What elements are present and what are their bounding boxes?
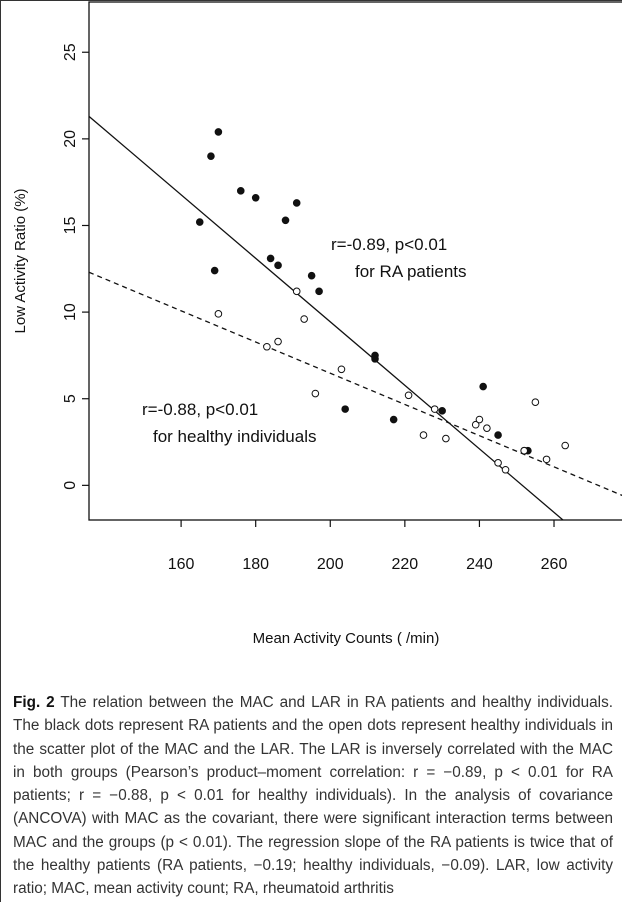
data-point: [404, 391, 413, 400]
data-point: [371, 355, 379, 363]
data-point: [419, 431, 428, 439]
data-point: [315, 287, 323, 296]
data-point: [531, 398, 540, 406]
x-tick-label: 260: [541, 556, 568, 573]
data-point: [266, 254, 275, 263]
data-point: [292, 287, 301, 296]
y-tick-label: 0: [62, 481, 79, 490]
caption-label: Fig. 2: [13, 694, 55, 711]
data-point: [479, 382, 487, 391]
chart: Mean Activity Counts ( /min) Low Activit…: [12, 1, 622, 647]
y-tick-label: 10: [62, 303, 79, 321]
data-point: [442, 434, 450, 443]
data-point: [214, 310, 223, 318]
data-point: [501, 465, 510, 474]
data-point: [210, 266, 219, 275]
data-point: [307, 271, 316, 280]
data-point: [300, 315, 308, 323]
regression-line: [89, 115, 564, 520]
y-tick-label: 25: [62, 43, 79, 61]
annotation: for healthy individuals: [153, 427, 316, 446]
data-point: [471, 420, 480, 429]
y-tick-label: 15: [62, 216, 79, 234]
data-point: [281, 216, 290, 225]
data-point: [483, 424, 491, 432]
data-point: [430, 405, 439, 413]
data-point: [292, 199, 301, 207]
caption-text: The relation between the MAC and LAR in …: [13, 694, 613, 898]
caption: Fig. 2 The relation between the MAC and …: [13, 691, 613, 901]
data-point: [389, 415, 398, 424]
x-tick-label: 240: [466, 556, 493, 573]
x-tick-label: 200: [317, 556, 344, 573]
data-point: [207, 152, 215, 160]
x-axis-title: Mean Activity Counts ( /min): [253, 630, 440, 647]
data-point: [236, 187, 245, 195]
data-point: [520, 446, 528, 455]
regression-line: [89, 271, 622, 497]
data-point: [251, 193, 260, 202]
data-point: [195, 218, 204, 226]
data-point: [542, 455, 551, 464]
y-tick-label: 20: [62, 130, 79, 148]
annotation: r=-0.88, p<0.01: [142, 400, 258, 419]
x-tick-label: 160: [168, 556, 195, 573]
data-point: [274, 337, 282, 346]
data-point: [475, 415, 484, 424]
data-point: [274, 261, 282, 270]
annotation: r=-0.89, p<0.01: [331, 235, 447, 254]
y-axis-title: Low Activity Ratio (%): [12, 188, 29, 333]
data-point: [263, 342, 271, 351]
data-point: [494, 459, 502, 467]
data-point: [341, 405, 349, 413]
data-point: [337, 365, 346, 374]
data-point: [438, 407, 446, 415]
data-point: [494, 431, 502, 439]
x-tick-label: 220: [391, 556, 418, 573]
y-tick-label: 5: [62, 394, 79, 403]
data-point: [214, 128, 223, 136]
data-point: [311, 389, 320, 398]
x-tick-label: 180: [242, 556, 269, 573]
annotation: for RA patients: [355, 262, 467, 281]
plot-frame: [88, 1, 622, 521]
data-point: [561, 441, 569, 450]
